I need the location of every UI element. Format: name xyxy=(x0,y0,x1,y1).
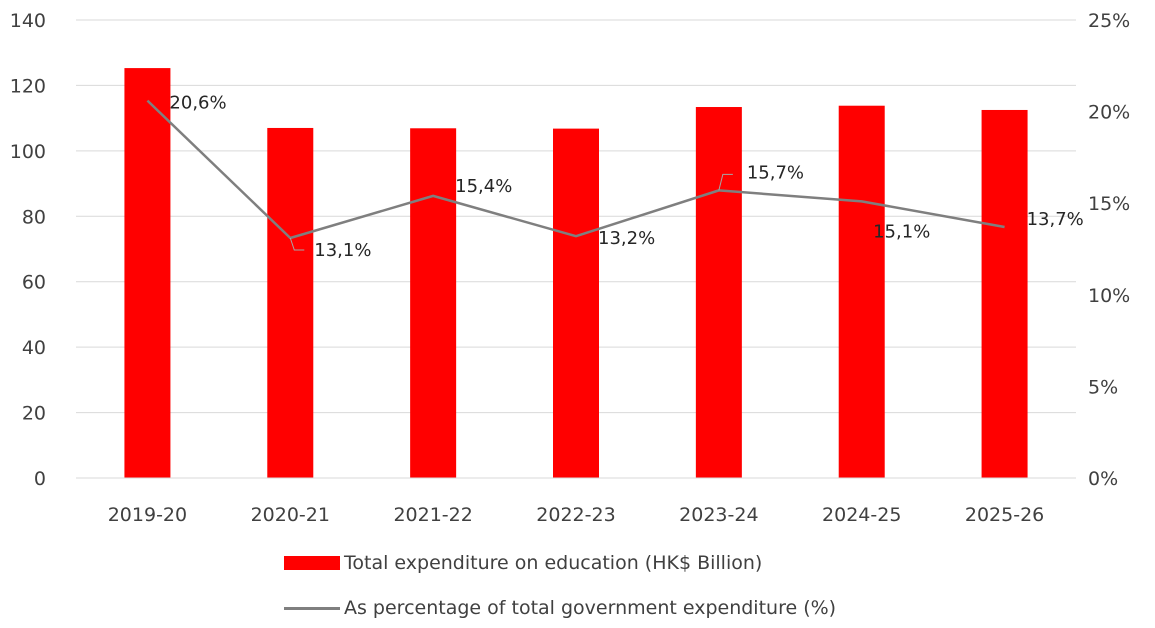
x-tick-label: 2019-20 xyxy=(108,504,187,526)
combo-chart: 0 20 40 60 80 100 120 140 0% 5% 10% 15% 20% 25% 2019-2… xyxy=(10,10,1131,526)
bar xyxy=(695,107,742,479)
y-left-tick-label: 60 xyxy=(22,272,46,294)
data-label: 15,7% xyxy=(747,162,804,183)
x-tick-label: 2020-21 xyxy=(251,504,330,526)
legend-swatch-line xyxy=(284,606,340,610)
data-label: 13,7% xyxy=(1027,209,1084,230)
data-label: 15,4% xyxy=(455,176,512,197)
y-left-tick-label: 20 xyxy=(22,403,46,425)
bar xyxy=(838,105,885,478)
y-left-tick-label: 80 xyxy=(22,206,46,228)
y-left-tick-label: 100 xyxy=(10,141,46,163)
data-label: 20,6% xyxy=(169,93,226,114)
x-tick-label: 2022-23 xyxy=(536,504,615,526)
bar xyxy=(981,109,1028,478)
x-tick-label: 2023-24 xyxy=(679,504,758,526)
x-tick-label: 2024-25 xyxy=(822,504,901,526)
y-left-tick-label: 40 xyxy=(22,337,46,359)
legend-label-percentage: As percentage of total government expend… xyxy=(344,597,837,619)
y-right-tick-label: 5% xyxy=(1088,376,1118,398)
y-right-tick-label: 10% xyxy=(1088,285,1130,307)
legend-label-expenditure: Total expenditure on education (HK$ Bill… xyxy=(344,552,763,574)
y-right-tick-label: 15% xyxy=(1088,193,1130,215)
bar xyxy=(410,128,457,478)
data-label: 13,1% xyxy=(314,240,371,261)
data-label: 13,2% xyxy=(598,228,655,249)
x-tick-label: 2021-22 xyxy=(393,504,472,526)
y-left-tick-label: 120 xyxy=(10,75,46,97)
y-left-tick-label: 140 xyxy=(10,10,46,32)
legend-item-expenditure: Total expenditure on education (HK$ Bill… xyxy=(284,552,762,574)
data-label: 15,1% xyxy=(873,221,930,242)
bar xyxy=(267,127,314,478)
y-right-tick-label: 25% xyxy=(1088,10,1130,32)
bar xyxy=(553,128,599,478)
legend-item-percentage: As percentage of total government expend… xyxy=(284,597,836,619)
bar xyxy=(124,68,171,478)
x-tick-label: 2025-26 xyxy=(965,504,1044,526)
data-label-leader xyxy=(289,237,305,251)
y-right-tick-label: 0% xyxy=(1088,468,1118,490)
y-right-tick-label: 20% xyxy=(1088,102,1130,124)
legend-swatch-bar xyxy=(284,556,340,570)
data-label-leader xyxy=(718,173,733,191)
y-left-tick-label: 0 xyxy=(34,468,46,490)
